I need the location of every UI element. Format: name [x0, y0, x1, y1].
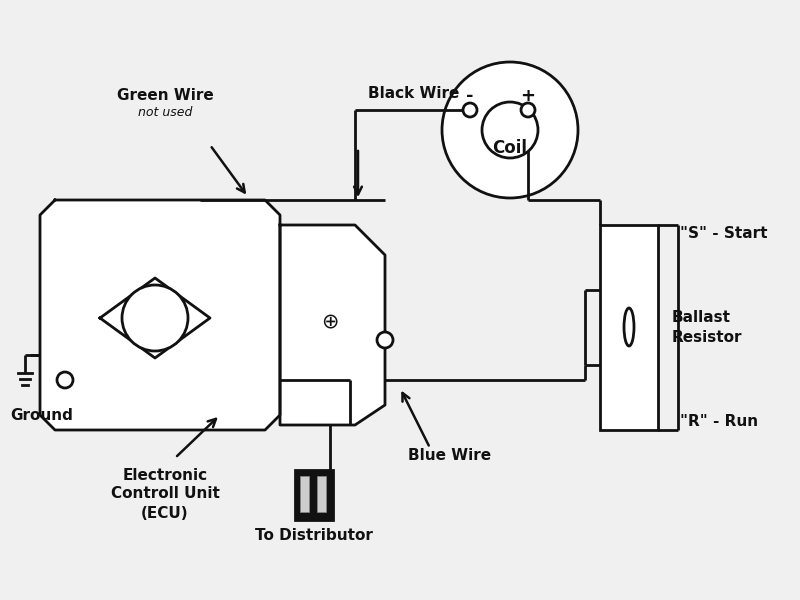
Text: "R" - Run: "R" - Run: [680, 415, 758, 430]
Text: Ground: Ground: [10, 407, 73, 422]
Text: Controll Unit: Controll Unit: [110, 487, 219, 502]
Circle shape: [377, 332, 393, 348]
Text: Electronic: Electronic: [122, 467, 207, 482]
Text: Coil: Coil: [493, 139, 527, 157]
Text: To Distributor: To Distributor: [255, 527, 373, 542]
Bar: [295, 470, 333, 520]
Circle shape: [463, 103, 477, 117]
Text: Black Wire: Black Wire: [368, 85, 459, 100]
Text: Green Wire: Green Wire: [117, 88, 214, 103]
Bar: [300, 476, 309, 512]
Circle shape: [122, 285, 188, 351]
Text: "S" - Start: "S" - Start: [680, 226, 767, 241]
Polygon shape: [280, 225, 385, 425]
Text: Blue Wire: Blue Wire: [409, 448, 491, 463]
Text: $\oplus$: $\oplus$: [322, 312, 338, 332]
Polygon shape: [40, 200, 280, 430]
Ellipse shape: [624, 308, 634, 346]
Circle shape: [521, 103, 535, 117]
Text: Ballast: Ballast: [672, 310, 731, 325]
Polygon shape: [100, 278, 210, 358]
Circle shape: [442, 62, 578, 198]
Bar: [317, 476, 326, 512]
Text: Resistor: Resistor: [672, 329, 742, 344]
Text: (ECU): (ECU): [141, 505, 189, 520]
Text: -: -: [466, 87, 474, 105]
Bar: [600, 225, 658, 430]
Circle shape: [482, 102, 538, 158]
Circle shape: [57, 372, 73, 388]
Text: +: +: [521, 87, 535, 105]
Text: not used: not used: [138, 106, 192, 118]
